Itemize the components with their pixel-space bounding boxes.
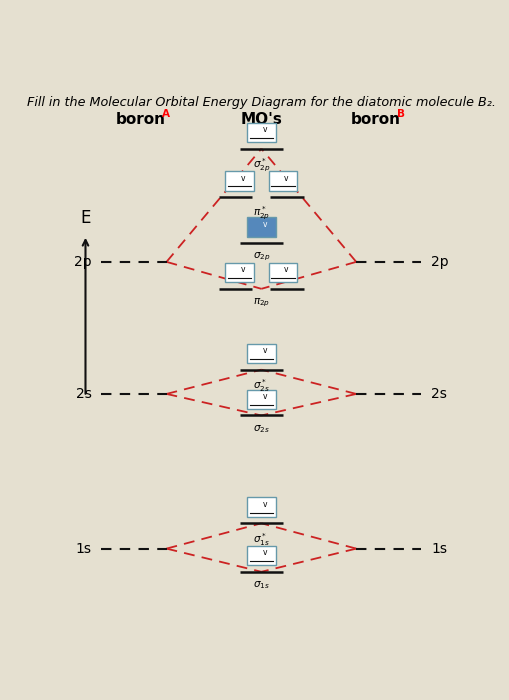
Text: 1s: 1s <box>75 542 91 556</box>
Text: A: A <box>161 108 169 119</box>
Text: $\sigma_{1s}$: $\sigma_{1s}$ <box>252 580 269 591</box>
Bar <box>247 546 275 566</box>
Text: v: v <box>262 220 266 229</box>
Text: v: v <box>284 174 288 183</box>
Text: MO's: MO's <box>240 112 282 127</box>
Text: $\sigma^*_{1s}$: $\sigma^*_{1s}$ <box>252 531 269 547</box>
Text: boron: boron <box>116 112 165 127</box>
Text: v: v <box>240 265 244 274</box>
Bar <box>225 263 253 282</box>
Bar <box>268 172 297 190</box>
Text: B: B <box>396 108 404 119</box>
Text: E: E <box>80 209 91 227</box>
Text: v: v <box>262 125 266 134</box>
Bar <box>247 217 275 237</box>
Text: 1s: 1s <box>431 542 446 556</box>
Text: v: v <box>240 174 244 183</box>
Text: v: v <box>262 500 266 509</box>
Bar <box>268 263 297 282</box>
Bar <box>247 122 275 142</box>
Text: 2s: 2s <box>431 387 446 401</box>
Text: v: v <box>284 265 288 274</box>
Bar <box>247 344 275 363</box>
Text: 2p: 2p <box>74 255 91 269</box>
Text: 2p: 2p <box>431 255 448 269</box>
Text: $\pi^*_{2p}$: $\pi^*_{2p}$ <box>252 204 269 222</box>
Text: $\sigma^*_{2s}$: $\sigma^*_{2s}$ <box>252 377 269 394</box>
Text: $\sigma_{2s}$: $\sigma_{2s}$ <box>252 423 269 435</box>
Text: v: v <box>262 346 266 356</box>
Text: boron: boron <box>350 112 400 127</box>
Text: 2s: 2s <box>75 387 91 401</box>
Bar <box>247 498 275 517</box>
Text: Fill in the Molecular Orbital Energy Diagram for the diatomic molecule B₂.: Fill in the Molecular Orbital Energy Dia… <box>27 96 495 109</box>
Text: $\sigma^*_{2p}$: $\sigma^*_{2p}$ <box>252 156 270 174</box>
Text: v: v <box>262 392 266 401</box>
Text: v: v <box>262 548 266 557</box>
Bar <box>225 172 253 190</box>
Bar <box>247 390 275 409</box>
Text: $\sigma_{2p}$: $\sigma_{2p}$ <box>252 251 270 263</box>
Text: $\pi_{2p}$: $\pi_{2p}$ <box>252 296 269 309</box>
